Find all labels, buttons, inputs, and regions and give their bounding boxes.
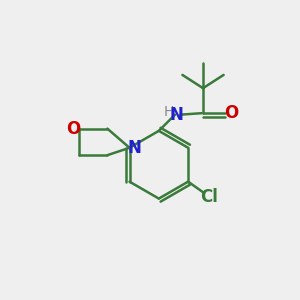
Text: N: N bbox=[128, 140, 142, 158]
Text: H: H bbox=[164, 105, 174, 119]
Text: O: O bbox=[224, 104, 239, 122]
Text: N: N bbox=[169, 106, 183, 124]
Text: O: O bbox=[66, 120, 80, 138]
Text: Cl: Cl bbox=[200, 188, 218, 206]
